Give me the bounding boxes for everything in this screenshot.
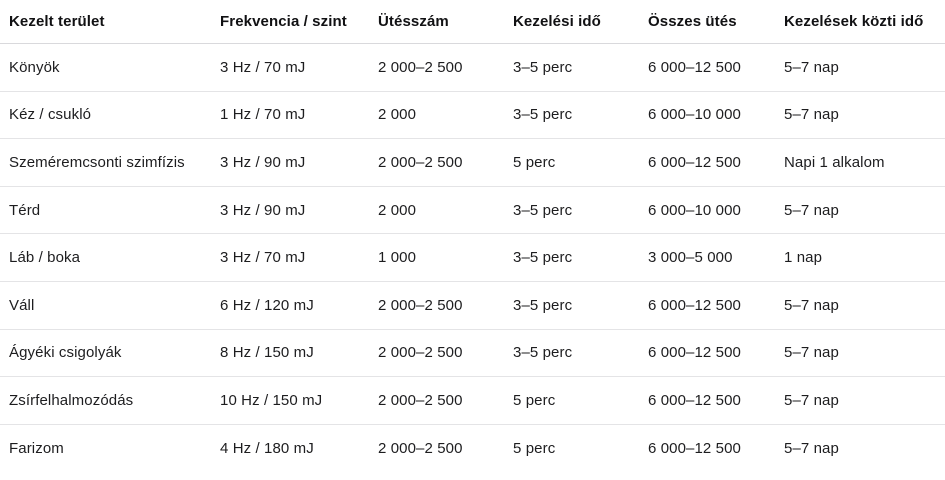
cell-treatment-time: 3–5 perc xyxy=(513,249,573,267)
cell-interval: Napi 1 alkalom xyxy=(784,153,885,171)
cell-treatment-time: 5 perc xyxy=(513,391,556,409)
cell-treated-area: Zsírfelhalmozódás xyxy=(9,391,134,409)
cell-interval: 1 nap xyxy=(784,249,823,267)
table-row: Térd 3 Hz / 90 mJ 2 000 3–5 perc 6 000–1… xyxy=(0,187,945,235)
cell-treated-area: Láb / boka xyxy=(9,249,81,267)
table-header-row: Kezelt terület Frekvencia / szint Ütéssz… xyxy=(0,0,945,44)
cell-total-pulses: 6 000–12 500 xyxy=(648,296,741,314)
cell-treatment-time: 3–5 perc xyxy=(513,296,573,314)
cell-total-pulses: 6 000–12 500 xyxy=(648,153,741,171)
cell-frequency-level: 4 Hz / 180 mJ xyxy=(220,440,314,458)
cell-interval: 5–7 nap xyxy=(784,440,839,458)
cell-treatment-time: 5 perc xyxy=(513,153,556,171)
cell-treated-area: Könyök xyxy=(9,58,60,76)
cell-frequency-level: 3 Hz / 90 mJ xyxy=(220,201,306,219)
cell-pulse-count: 1 000 xyxy=(378,249,417,267)
cell-interval: 5–7 nap xyxy=(784,106,839,124)
cell-pulse-count: 2 000–2 500 xyxy=(378,58,463,76)
cell-frequency-level: 8 Hz / 150 mJ xyxy=(220,344,314,362)
cell-total-pulses: 6 000–12 500 xyxy=(648,440,741,458)
cell-total-pulses: 6 000–12 500 xyxy=(648,344,741,362)
header-total-pulses: Összes ütés xyxy=(648,13,737,30)
cell-treated-area: Kéz / csukló xyxy=(9,106,92,124)
cell-treatment-time: 3–5 perc xyxy=(513,201,573,219)
cell-interval: 5–7 nap xyxy=(784,344,839,362)
cell-total-pulses: 6 000–12 500 xyxy=(648,58,741,76)
table-row: Zsírfelhalmozódás 10 Hz / 150 mJ 2 000–2… xyxy=(0,377,945,425)
cell-pulse-count: 2 000 xyxy=(378,201,417,219)
cell-treated-area: Váll xyxy=(9,296,35,314)
table-row: Könyök 3 Hz / 70 mJ 2 000–2 500 3–5 perc… xyxy=(0,44,945,92)
table-row: Farizom 4 Hz / 180 mJ 2 000–2 500 5 perc… xyxy=(0,425,945,473)
header-treated-area: Kezelt terület xyxy=(9,13,105,30)
cell-pulse-count: 2 000 xyxy=(378,106,417,124)
cell-interval: 5–7 nap xyxy=(784,201,839,219)
cell-total-pulses: 6 000–12 500 xyxy=(648,391,741,409)
cell-pulse-count: 2 000–2 500 xyxy=(378,153,463,171)
cell-treatment-time: 5 perc xyxy=(513,440,556,458)
cell-interval: 5–7 nap xyxy=(784,391,839,409)
cell-frequency-level: 3 Hz / 90 mJ xyxy=(220,153,306,171)
cell-total-pulses: 6 000–10 000 xyxy=(648,201,741,219)
cell-frequency-level: 1 Hz / 70 mJ xyxy=(220,106,306,124)
header-interval: Kezelések közti idő xyxy=(784,13,924,30)
cell-treatment-time: 3–5 perc xyxy=(513,58,573,76)
table-row: Váll 6 Hz / 120 mJ 2 000–2 500 3–5 perc … xyxy=(0,282,945,330)
cell-treated-area: Szeméremcsonti szimfízis xyxy=(9,153,185,171)
cell-pulse-count: 2 000–2 500 xyxy=(378,296,463,314)
cell-total-pulses: 3 000–5 000 xyxy=(648,249,733,267)
header-treatment-time: Kezelési idő xyxy=(513,13,601,30)
header-pulse-count: Ütésszám xyxy=(378,13,449,30)
cell-pulse-count: 2 000–2 500 xyxy=(378,440,463,458)
header-frequency-level: Frekvencia / szint xyxy=(220,13,347,30)
cell-treated-area: Térd xyxy=(9,201,41,219)
cell-treated-area: Farizom xyxy=(9,440,64,458)
cell-treated-area: Ágyéki csigolyák xyxy=(9,344,122,362)
cell-pulse-count: 2 000–2 500 xyxy=(378,391,463,409)
table-row: Ágyéki csigolyák 8 Hz / 150 mJ 2 000–2 5… xyxy=(0,330,945,378)
table-row: Kéz / csukló 1 Hz / 70 mJ 2 000 3–5 perc… xyxy=(0,92,945,140)
cell-pulse-count: 2 000–2 500 xyxy=(378,344,463,362)
cell-frequency-level: 6 Hz / 120 mJ xyxy=(220,296,314,314)
cell-total-pulses: 6 000–10 000 xyxy=(648,106,741,124)
cell-treatment-time: 3–5 perc xyxy=(513,106,573,124)
cell-frequency-level: 3 Hz / 70 mJ xyxy=(220,249,306,267)
table-row: Láb / boka 3 Hz / 70 mJ 1 000 3–5 perc 3… xyxy=(0,234,945,282)
cell-frequency-level: 3 Hz / 70 mJ xyxy=(220,58,306,76)
cell-treatment-time: 3–5 perc xyxy=(513,344,573,362)
cell-frequency-level: 10 Hz / 150 mJ xyxy=(220,391,323,409)
cell-interval: 5–7 nap xyxy=(784,58,839,76)
table-row: Szeméremcsonti szimfízis 3 Hz / 90 mJ 2 … xyxy=(0,139,945,187)
cell-interval: 5–7 nap xyxy=(784,296,839,314)
